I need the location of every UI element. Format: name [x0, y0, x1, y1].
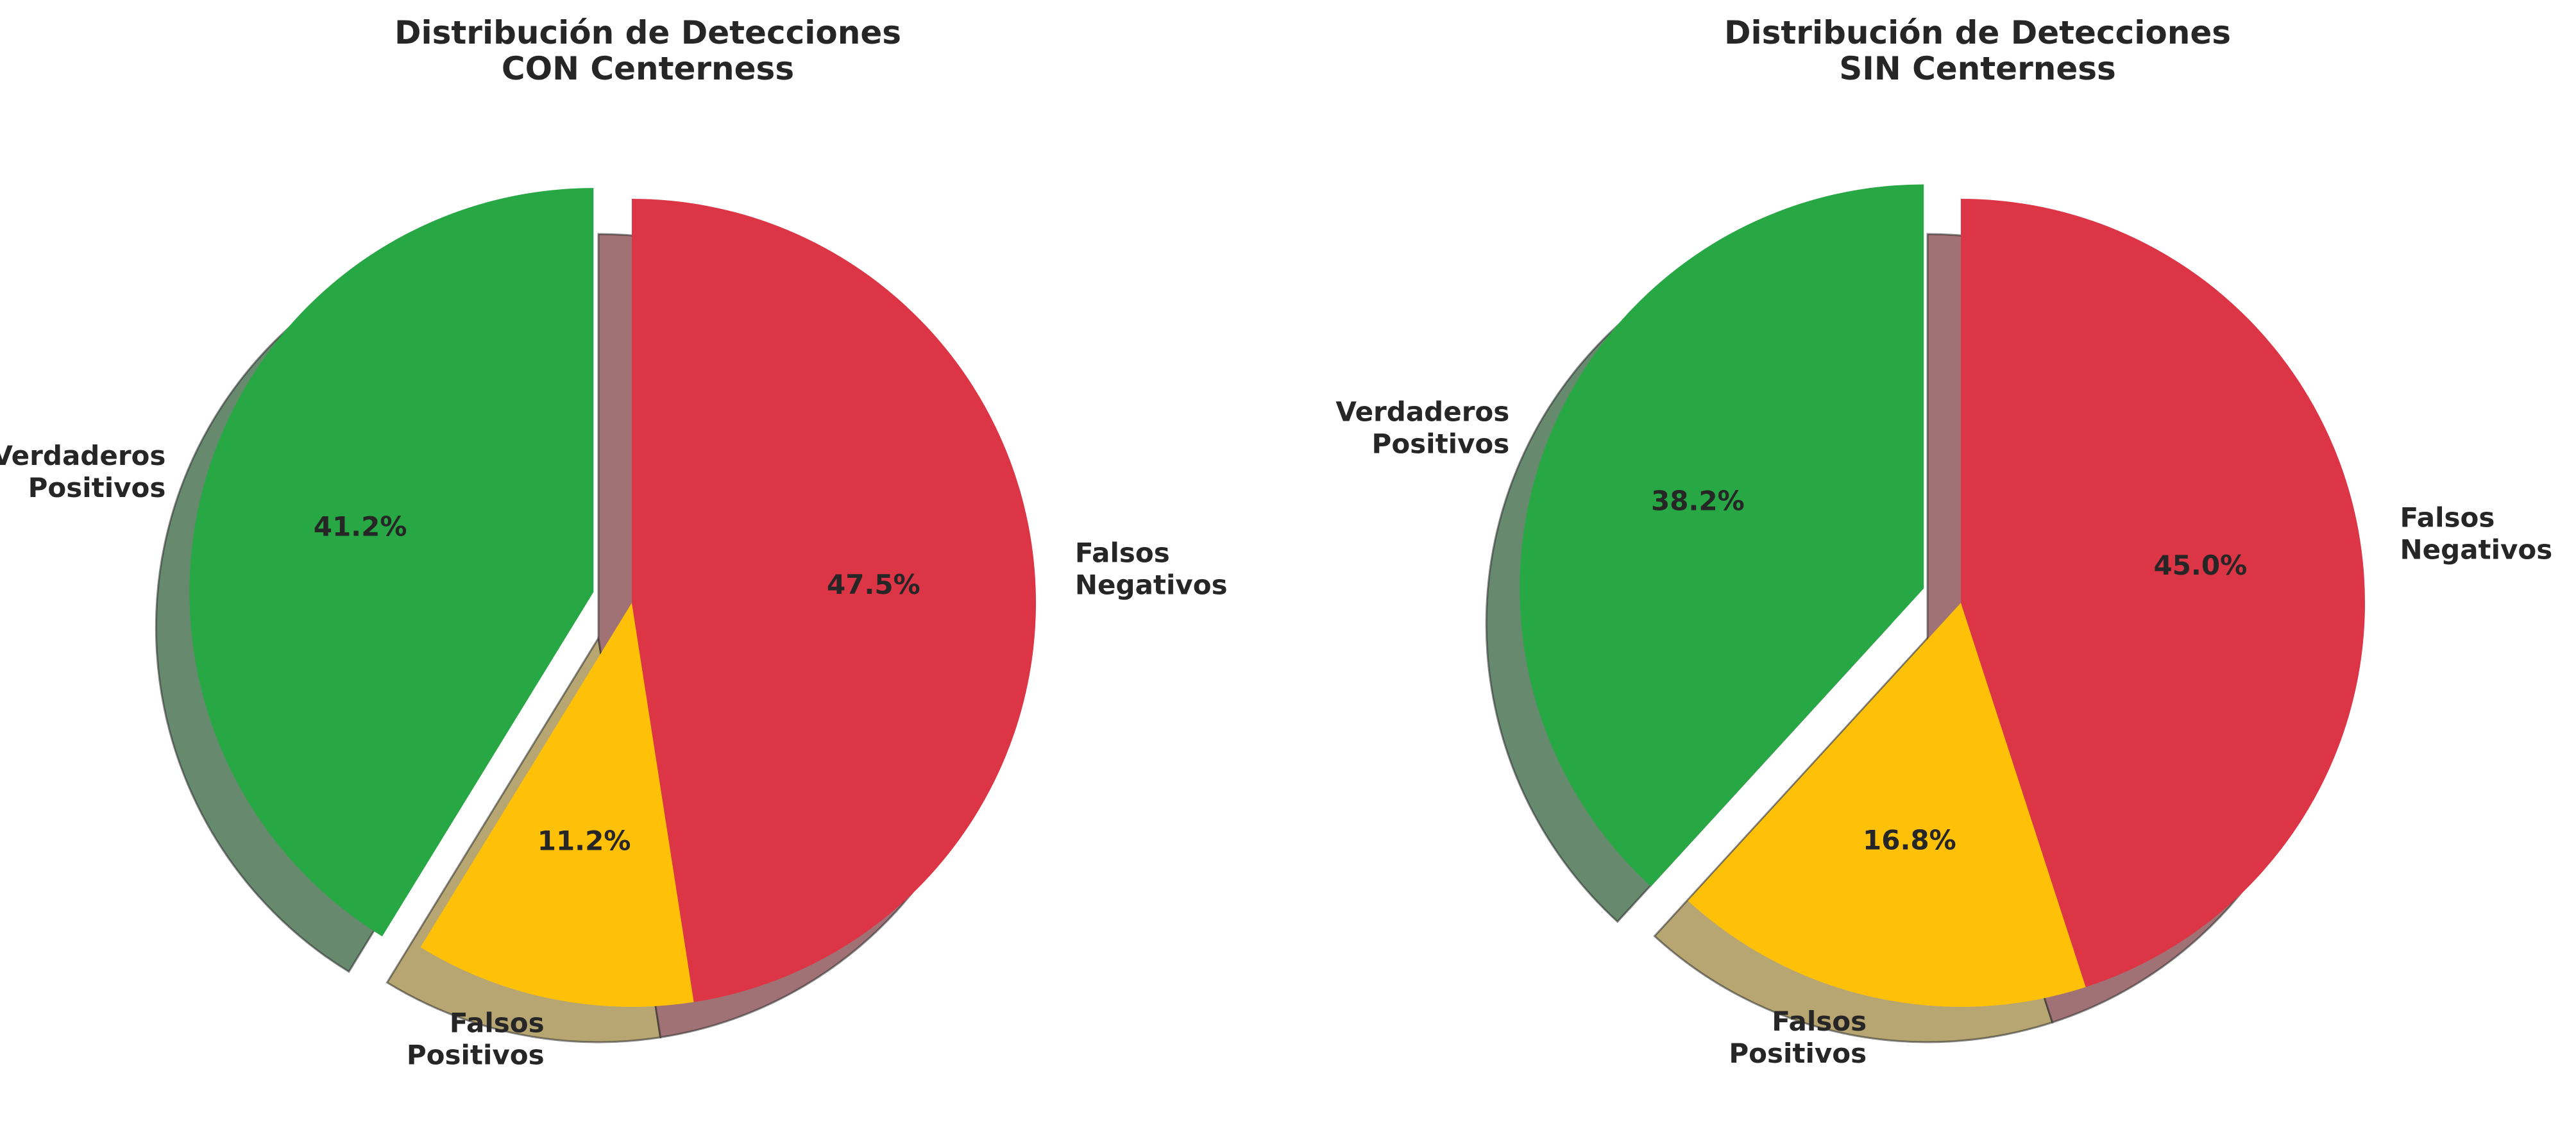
slice-percent-3: 45.0%: [2153, 550, 2247, 581]
slice-label-line: Positivos: [1729, 1038, 1867, 1069]
slice-label-2: Falsos Positivos: [1729, 1006, 1867, 1069]
slice-percent-3: 47.5%: [827, 569, 920, 600]
chart-title-line: SIN Centerness: [1839, 50, 2116, 87]
pie-chart-2: Distribución de Detecciones SIN Centernes…: [1335, 14, 2552, 1069]
slice-label-line: Falsos: [1075, 537, 1170, 569]
slice-label-line: Falsos: [2400, 502, 2495, 534]
slice-label-2: Falsos Positivos: [407, 1007, 545, 1070]
pie-slice-3: [1961, 199, 2366, 988]
slice-percent-1: 38.2%: [1651, 485, 1745, 517]
slice-label-line: Negativos: [1075, 569, 1228, 601]
chart-title: Distribución de Detecciones CON Centernes…: [394, 14, 901, 87]
slice-label-line: Positivos: [1372, 428, 1510, 460]
pie-slice-2: [420, 603, 694, 1008]
chart-title-line: CON Centerness: [502, 50, 794, 87]
pie-slice-2: [1688, 603, 2086, 1008]
chart-title: Distribución de Detecciones SIN Centernes…: [1724, 14, 2231, 87]
slice-label-1: Verdaderos Positivos: [1335, 396, 1509, 460]
slice-label-3: Falsos Negativos: [1075, 537, 1228, 601]
pie-slice-1: [1520, 184, 1924, 887]
slice-label-line: Positivos: [407, 1039, 545, 1070]
slice-label-3: Falsos Negativos: [2400, 502, 2553, 566]
slice-label-line: Verdaderos: [1335, 396, 1509, 428]
slice-percent-1: 41.2%: [314, 510, 407, 542]
slice-label-1: Verdaderos Positivos: [0, 440, 165, 503]
pie-chart-1: Distribución de Detecciones CON Centernes…: [0, 14, 1228, 1070]
slice-label-line: Negativos: [2400, 534, 2553, 566]
pie-slice-3: [632, 199, 1037, 1002]
slice-label-line: Verdaderos: [0, 440, 165, 471]
pie-slice-1: [189, 188, 594, 937]
slice-label-line: Falsos: [1772, 1006, 1867, 1037]
slice-label-line: Falsos: [450, 1007, 545, 1038]
slice-percent-2: 16.8%: [1863, 824, 1956, 856]
slice-percent-2: 11.2%: [538, 825, 631, 857]
chart-title-line: Distribución de Detecciones: [1724, 14, 2231, 51]
slice-label-line: Positivos: [28, 472, 166, 503]
chart-title-line: Distribución de Detecciones: [394, 14, 901, 51]
